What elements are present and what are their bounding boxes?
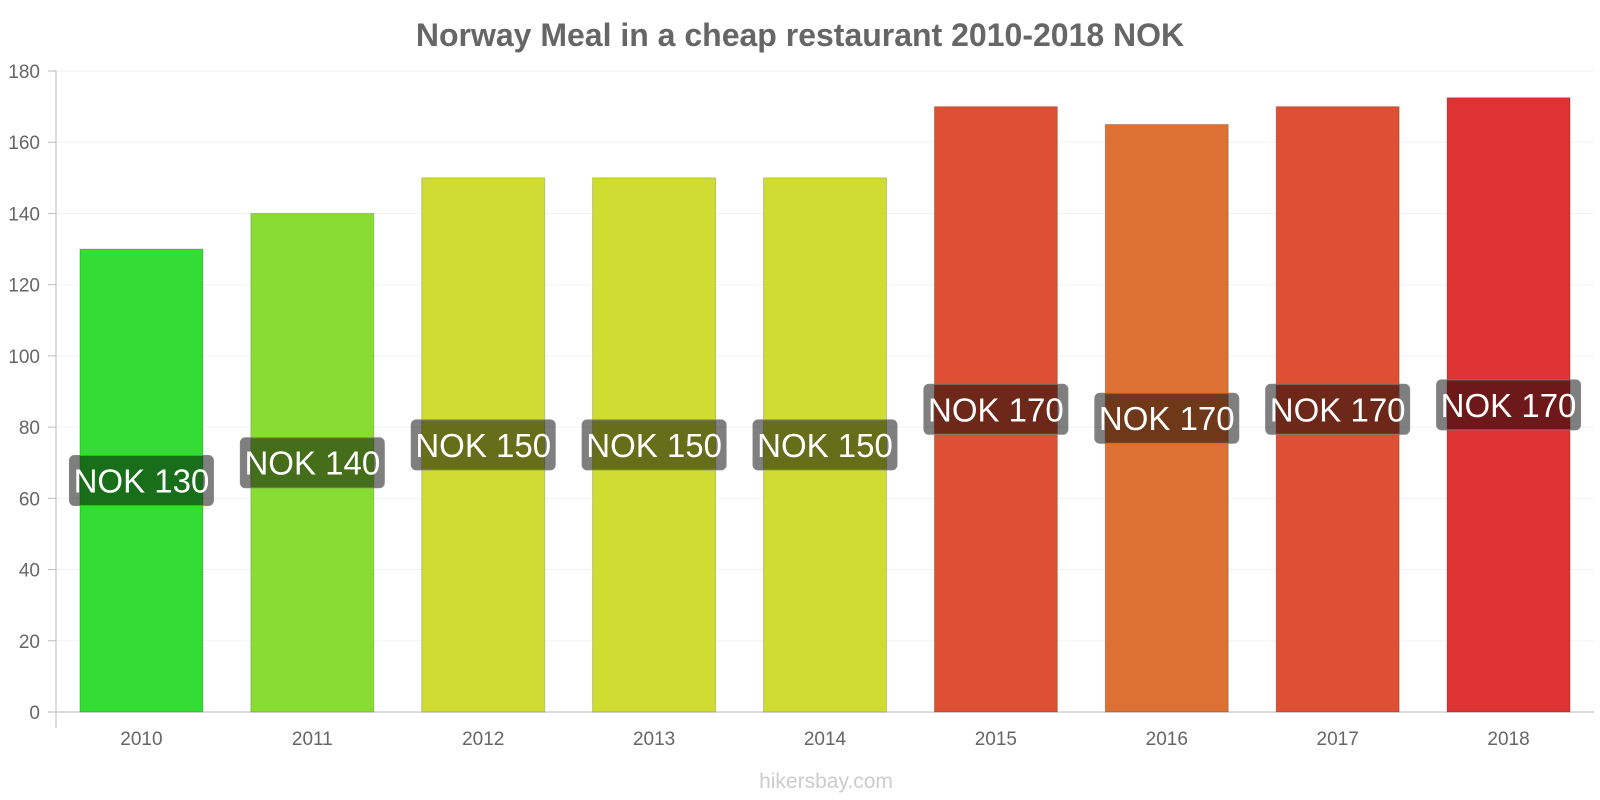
credit-text: hikersbay.com [759, 770, 893, 793]
data-label: NOK 140 [244, 445, 380, 482]
y-tick-label: 80 [19, 418, 40, 439]
data-labels: NOK 130 NOK 140 NOK 150 NOK 150 NOK 150 NOK 1… [68, 379, 1582, 507]
data-label-box [68, 455, 214, 507]
x-tick-label: 2015 [975, 729, 1017, 750]
data-label-box [752, 419, 898, 471]
y-tick-label: 0 [29, 703, 40, 724]
data-label-box [410, 419, 556, 471]
y-tick-label: 120 [8, 276, 40, 297]
data-label-box [581, 419, 727, 471]
data-label-box [1265, 383, 1411, 435]
chart-title: Norway Meal in a cheap restaurant 2010-2… [416, 17, 1184, 53]
x-tick-label: 2010 [120, 729, 162, 750]
y-tick-label: 60 [19, 489, 40, 510]
data-label-box [923, 383, 1069, 435]
x-tick-label: 2017 [1317, 729, 1359, 750]
y-tick-label: 40 [19, 561, 40, 582]
x-tick-label: 2014 [804, 729, 847, 750]
data-label: NOK 150 [415, 427, 551, 464]
data-label: NOK 170 [1270, 391, 1406, 428]
x-tick-label: 2012 [462, 729, 504, 750]
data-label-box [239, 437, 385, 489]
y-tick-label: 20 [19, 632, 40, 653]
y-tick-label: 160 [8, 133, 40, 154]
data-label-box [1436, 379, 1582, 431]
data-label: NOK 170 [928, 391, 1064, 428]
data-label-box [1094, 392, 1240, 444]
x-tick-label: 2011 [292, 729, 333, 750]
axes: 0 20 40 60 80 100 120 140 160 180 2010 2011 2012 2013… [8, 62, 1594, 750]
data-label: NOK 150 [757, 427, 893, 464]
data-label: NOK 170 [1441, 387, 1577, 424]
data-label: NOK 170 [1099, 400, 1235, 437]
x-tick-label: 2013 [633, 729, 675, 750]
y-tick-label: 140 [8, 204, 40, 225]
x-tick-label: 2018 [1487, 729, 1529, 750]
data-label: NOK 130 [74, 463, 210, 500]
y-tick-label: 100 [8, 347, 40, 368]
y-tick-label: 180 [8, 62, 40, 83]
data-label: NOK 150 [586, 427, 722, 464]
x-tick-label: 2016 [1146, 729, 1188, 750]
